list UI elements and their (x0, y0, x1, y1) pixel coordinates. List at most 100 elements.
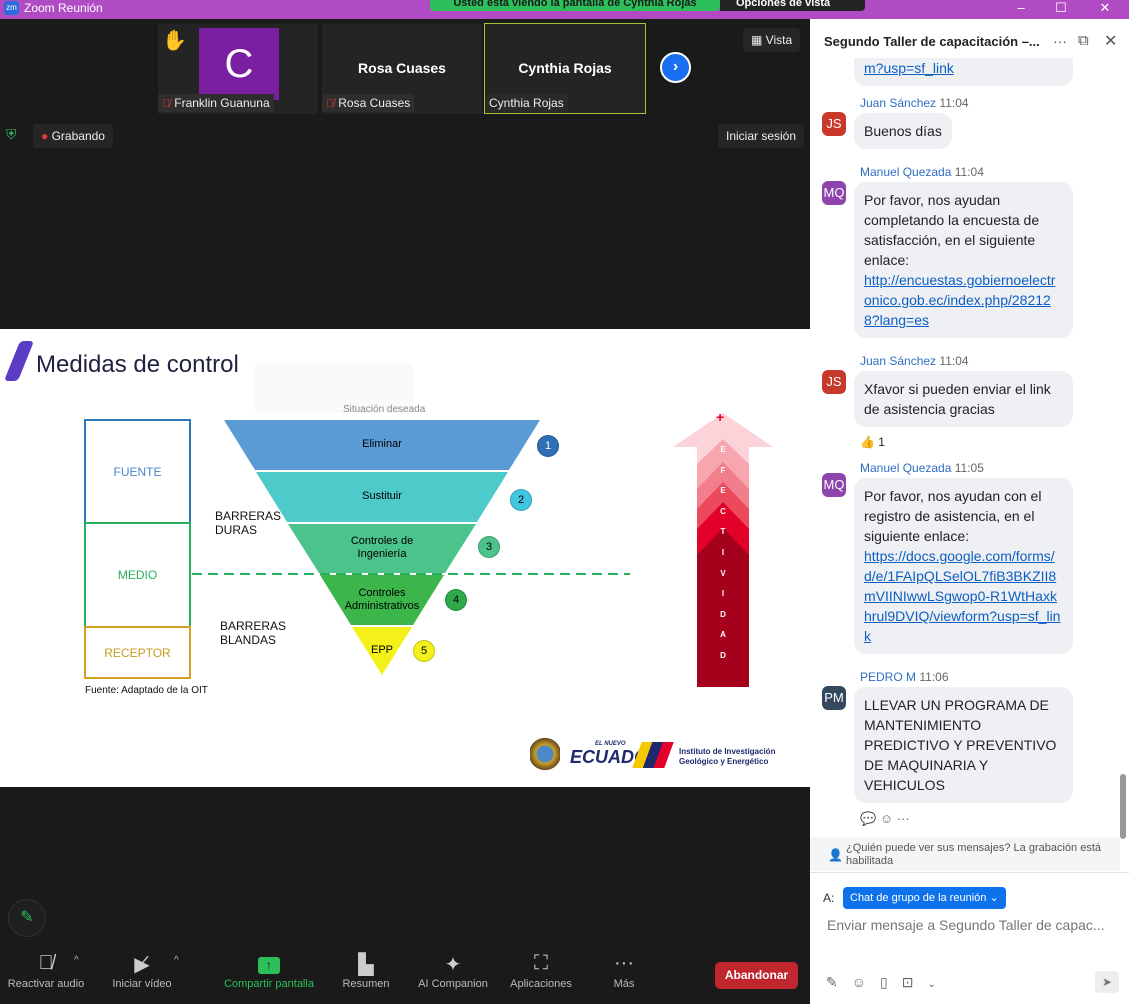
thumbs-up-icon: 👍 (860, 435, 875, 449)
ecuador-coat-of-arms-icon (530, 737, 560, 771)
participant-tile-cynthia[interactable]: Cynthia Rojas Cynthia Rojas (484, 23, 646, 114)
minimize-icon[interactable]: – (1017, 0, 1025, 15)
mic-muted-icon: 🎙̸ (38, 952, 54, 974)
next-participants-button[interactable]: › (660, 52, 691, 83)
video-off-icon: ▶̸ (134, 954, 150, 976)
level-number: 2 (510, 489, 532, 511)
mic-muted-icon: 🎙̸ (326, 98, 335, 110)
message-input[interactable]: Enviar mensaje a Segundo Taller de capac… (827, 917, 1105, 933)
level-eliminar (224, 420, 540, 470)
screenshot-icon[interactable]: ⊡ (901, 974, 928, 990)
ai-companion-button[interactable]: ✦ AI Companion (410, 952, 496, 990)
arrow-letter: D (720, 650, 726, 660)
source-note: Fuente: Adaptado de la OIT (85, 685, 208, 696)
annotate-pencil-button[interactable]: ✎ (8, 899, 46, 937)
share-screen-icon: ↑ (258, 957, 280, 974)
window-title: Zoom Reunión (24, 1, 103, 15)
apps-button[interactable]: ⛶ Aplicaciones (503, 952, 579, 990)
level-label: Controles de Ingeniería (350, 535, 414, 560)
leave-button[interactable]: Abandonar (715, 962, 798, 989)
chat-title: Segundo Taller de capacitación –... (824, 34, 1040, 49)
chat-message: Juan Sánchez 11:04 JS Xfavor si pueden e… (822, 354, 1073, 449)
avatar: MQ (822, 473, 846, 497)
more-button[interactable]: ··· Más (600, 952, 648, 990)
reactivate-audio-button[interactable]: 🎙̸ Reactivar audio (4, 952, 88, 990)
institute-name: Instituto de Investigación Geológico y En… (679, 747, 776, 766)
maximize-icon[interactable]: ☐ (1055, 0, 1067, 15)
recording-indicator[interactable]: ● Grabando (33, 124, 113, 148)
chat-scrollbar[interactable] (1120, 774, 1126, 839)
close-window-icon[interactable]: ✕ (1099, 0, 1111, 15)
soft-barriers-label: BARRERAS BLANDAS (220, 619, 287, 647)
arrow-letter: F (720, 465, 726, 475)
avatar: MQ (822, 181, 846, 205)
reply-icon[interactable]: 💬 (860, 811, 877, 826)
share-screen-button[interactable]: ↑ Compartir pantalla (224, 957, 314, 990)
level-number: 3 (478, 536, 500, 558)
chat-message: R1WtHaxkhrul9DVIQ/viewform?usp=sf_link (854, 58, 1073, 86)
level-sustituir (256, 472, 508, 522)
privacy-notice[interactable]: ¿Quién puede ver sus mensajes? La grabac… (846, 842, 1101, 867)
arrow-letter: A (720, 630, 726, 640)
funnel-diagram (192, 413, 773, 687)
send-button[interactable]: ➤ (1095, 971, 1119, 993)
avatar: PM (822, 686, 846, 710)
sparkle-icon: ✦ (444, 954, 462, 976)
zoom-logo-icon: zm (4, 1, 19, 15)
chat-message: PEDRO M 11:06 PM LLEVAR UN PROGRAMA DE M… (822, 670, 1073, 827)
desired-situation-label: Situación deseada (343, 404, 426, 415)
box-receptor: RECEPTOR (84, 626, 191, 679)
message-link[interactable]: R1WtHaxkhrul9DVIQ/viewform?usp=sf_link (864, 60, 954, 76)
participant-name: Cynthia Rojas (485, 94, 568, 112)
arrow-letter: T (720, 527, 726, 537)
slide-title: Medidas de control (36, 351, 239, 378)
video-options-caret[interactable]: ^ (174, 955, 179, 966)
view-options-button[interactable]: Opciones de vista (720, 0, 865, 11)
avatar: JS (822, 112, 846, 136)
level-number: 4 (445, 589, 467, 611)
arrow-letter: E (720, 486, 726, 496)
level-administrativos (320, 575, 444, 625)
format-icon[interactable]: ✎ (826, 974, 852, 990)
view-button[interactable]: ▦ Vista (743, 28, 801, 52)
participant-display-name: Rosa Cuases (358, 60, 446, 76)
participant-name: 🎙̸ Rosa Cuases (322, 94, 415, 112)
reaction-badge[interactable]: 👍 1 (860, 435, 885, 449)
level-label: EPP (370, 644, 393, 656)
pop-out-icon[interactable]: ⧉ (1078, 32, 1089, 49)
participant-tile-franklin[interactable]: ✋ C 🎙̸ Franklin Guanuna (158, 24, 318, 114)
sign-in-button[interactable]: Iniciar sesión (718, 124, 805, 148)
more-tools-caret[interactable]: ⌄ (927, 979, 950, 990)
hard-barriers-label: BARRERAS DURAS (215, 509, 282, 537)
compose-tools: ✎☺▯⊡⌄ (826, 974, 950, 991)
message-list[interactable]: R1WtHaxkhrul9DVIQ/viewform?usp=sf_link J… (810, 58, 1120, 858)
level-ingenieria (288, 524, 476, 573)
recipient-dropdown[interactable]: Chat de grupo de la reunión ⌄ (843, 887, 1006, 909)
participant-display-name: Cynthia Rojas (518, 60, 612, 76)
level-number: 5 (413, 640, 435, 662)
more-options-icon[interactable]: ··· (1053, 33, 1067, 49)
shared-slide: Medidas de control Situación deseada FUE… (0, 329, 810, 787)
arrow-letter: I (721, 547, 725, 557)
level-label: Sustituir (362, 490, 402, 502)
raised-hand-icon: ✋ (162, 30, 187, 52)
add-reaction-icon[interactable]: ☺ (879, 811, 894, 826)
message-link[interactable]: https://docs.google.com/forms/d/e/1FAIpQ… (864, 548, 1061, 644)
security-shield-icon[interactable]: ⛨ (6, 126, 17, 142)
more-actions-icon[interactable]: ··· (896, 811, 910, 826)
file-icon[interactable]: ▯ (880, 974, 902, 990)
arrow-letter: E (720, 445, 726, 454)
chat-message: Manuel Quezada 11:05 MQ Por favor, nos a… (822, 461, 1073, 654)
close-chat-icon[interactable]: ✕ (1104, 33, 1118, 50)
summary-button[interactable]: ▙ Resumen (336, 952, 396, 990)
start-video-button[interactable]: ▶̸ Iniciar vídeo (105, 952, 179, 990)
level-epp (352, 627, 412, 675)
logo-small-text: EL NUEVO (595, 741, 626, 747)
apps-icon: ⛶ (534, 952, 548, 974)
arrow-letter: D (720, 609, 726, 619)
emoji-icon[interactable]: ☺ (851, 974, 881, 990)
audio-options-caret[interactable]: ^ (74, 955, 79, 966)
participant-tile-rosa[interactable]: Rosa Cuases 🎙̸ Rosa Cuases (322, 24, 482, 114)
message-link[interactable]: http://encuestas.gobiernoelectronico.gob… (864, 272, 1056, 328)
